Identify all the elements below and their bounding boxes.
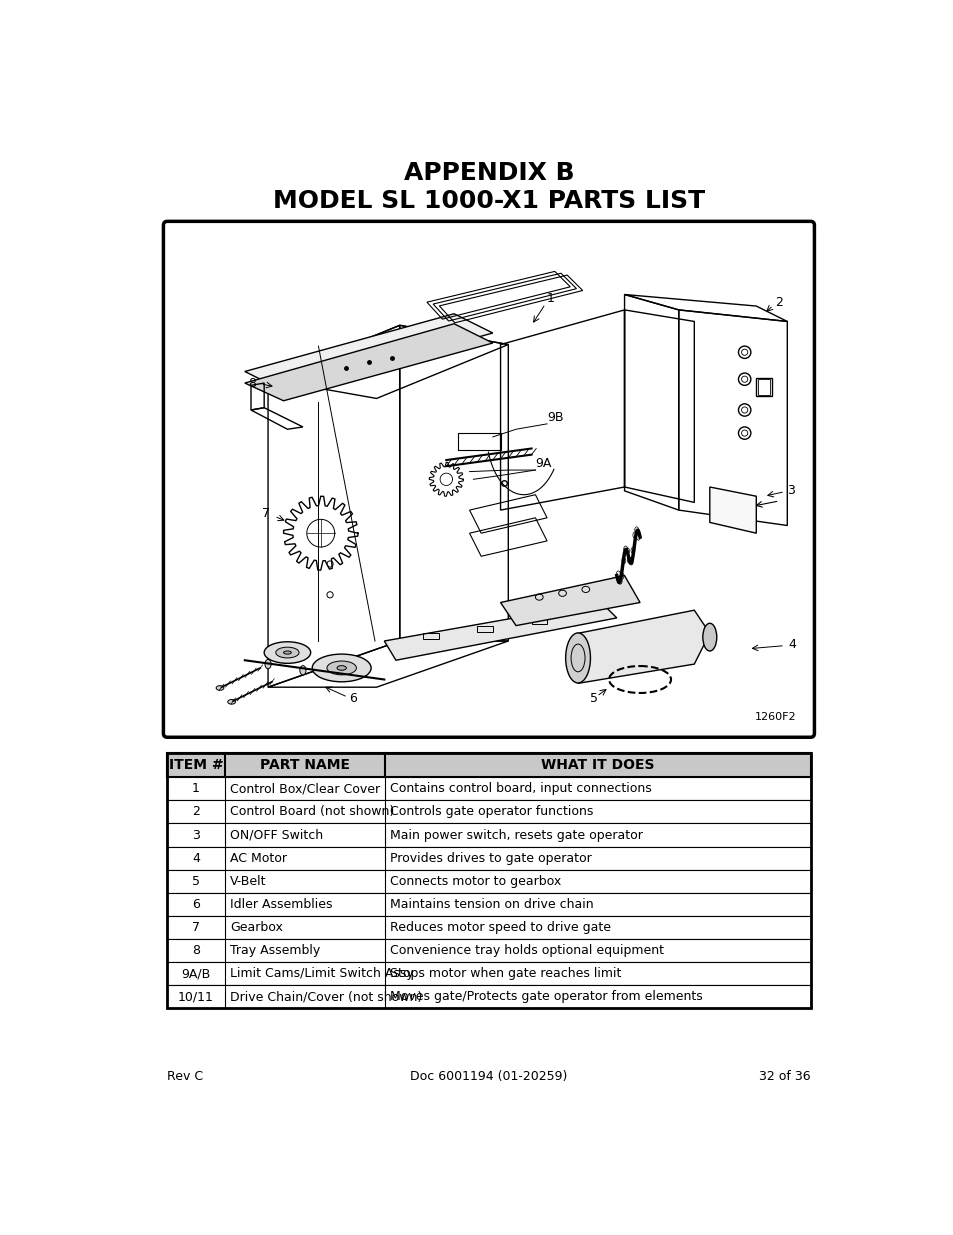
Bar	[457, 433, 500, 450]
Bar	[422, 634, 438, 640]
Text: PART NAME: PART NAME	[259, 758, 350, 772]
Bar	[167, 916, 810, 939]
Text: APPENDIX B: APPENDIX B	[403, 161, 574, 185]
Ellipse shape	[336, 666, 346, 671]
Text: Main power switch, resets gate operator: Main power switch, resets gate operator	[390, 829, 642, 841]
Bar	[756, 378, 771, 396]
Bar	[167, 846, 810, 869]
Text: 7: 7	[192, 921, 200, 934]
Text: Doc 6001194 (01-20259): Doc 6001194 (01-20259)	[410, 1070, 567, 1083]
Text: MODEL SL 1000-X1 PARTS LIST: MODEL SL 1000-X1 PARTS LIST	[273, 189, 704, 212]
Bar	[167, 939, 810, 962]
Text: Control Board (not shown): Control Board (not shown)	[230, 805, 394, 819]
Text: 3: 3	[786, 484, 794, 498]
Polygon shape	[384, 603, 617, 661]
Text: Gearbox: Gearbox	[230, 921, 283, 934]
FancyBboxPatch shape	[163, 221, 814, 737]
Bar	[531, 618, 546, 624]
Bar	[167, 869, 810, 893]
Bar	[757, 379, 769, 395]
Text: 1: 1	[192, 782, 200, 795]
Text: ON/OFF Switch: ON/OFF Switch	[230, 829, 323, 841]
Ellipse shape	[216, 685, 224, 690]
Text: 8: 8	[192, 944, 200, 957]
Polygon shape	[245, 314, 493, 390]
Text: Controls gate operator functions: Controls gate operator functions	[390, 805, 594, 819]
Polygon shape	[245, 324, 493, 401]
Polygon shape	[578, 610, 709, 683]
Ellipse shape	[283, 651, 291, 655]
Text: 10/11: 10/11	[178, 990, 213, 1003]
Text: 2: 2	[192, 805, 200, 819]
Text: Connects motor to gearbox: Connects motor to gearbox	[390, 874, 561, 888]
Ellipse shape	[275, 647, 298, 658]
Text: ITEM #: ITEM #	[169, 758, 223, 772]
Text: Idler Assemblies: Idler Assemblies	[230, 898, 333, 911]
Bar	[167, 893, 810, 916]
Text: 8: 8	[249, 377, 256, 389]
Ellipse shape	[299, 666, 306, 674]
Text: Drive Chain/Cover (not shown): Drive Chain/Cover (not shown)	[230, 990, 422, 1003]
Text: 6: 6	[349, 693, 356, 705]
Ellipse shape	[265, 659, 271, 668]
Bar	[167, 824, 810, 846]
Text: WHAT IT DOES: WHAT IT DOES	[540, 758, 654, 772]
Text: Tray Assembly: Tray Assembly	[230, 944, 320, 957]
Text: 1260F2: 1260F2	[754, 711, 796, 721]
Text: Rev C: Rev C	[167, 1070, 203, 1083]
Bar	[167, 777, 810, 800]
Text: Reduces motor speed to drive gate: Reduces motor speed to drive gate	[390, 921, 611, 934]
Text: 4: 4	[192, 852, 200, 864]
Ellipse shape	[565, 632, 590, 683]
Bar	[167, 800, 810, 824]
Ellipse shape	[312, 655, 371, 682]
Text: AC Motor: AC Motor	[230, 852, 287, 864]
Text: 1: 1	[546, 291, 555, 305]
Text: Limit Cams/Limit Switch Assy: Limit Cams/Limit Switch Assy	[230, 967, 414, 981]
Ellipse shape	[702, 624, 716, 651]
Text: 9A: 9A	[535, 457, 551, 471]
Text: Stops motor when gate reaches limit: Stops motor when gate reaches limit	[390, 967, 621, 981]
Bar	[167, 752, 810, 777]
Polygon shape	[709, 487, 756, 534]
Text: 3: 3	[192, 829, 200, 841]
Text: V-Belt: V-Belt	[230, 874, 266, 888]
Ellipse shape	[264, 642, 311, 663]
Polygon shape	[500, 576, 639, 626]
Text: 5: 5	[589, 693, 597, 705]
Text: Provides drives to gate operator: Provides drives to gate operator	[390, 852, 592, 864]
Text: Contains control board, input connections: Contains control board, input connection…	[390, 782, 652, 795]
Text: 5: 5	[192, 874, 200, 888]
Text: 9A/B: 9A/B	[181, 967, 211, 981]
Ellipse shape	[327, 661, 356, 674]
Text: 32 of 36: 32 of 36	[759, 1070, 810, 1083]
Text: 4: 4	[787, 638, 795, 651]
Ellipse shape	[228, 699, 235, 704]
Text: Moves gate/Protects gate operator from elements: Moves gate/Protects gate operator from e…	[390, 990, 702, 1003]
Text: 7: 7	[262, 508, 271, 520]
Text: Convenience tray holds optional equipment: Convenience tray holds optional equipmen…	[390, 944, 664, 957]
Text: 2: 2	[775, 295, 782, 309]
Bar	[167, 752, 810, 1008]
Bar	[476, 626, 493, 632]
Text: Control Box/Clear Cover: Control Box/Clear Cover	[230, 782, 380, 795]
Text: 6: 6	[192, 898, 200, 911]
Text: 9B: 9B	[546, 411, 563, 424]
Text: Maintains tension on drive chain: Maintains tension on drive chain	[390, 898, 594, 911]
Bar	[167, 986, 810, 1008]
Bar	[167, 962, 810, 986]
